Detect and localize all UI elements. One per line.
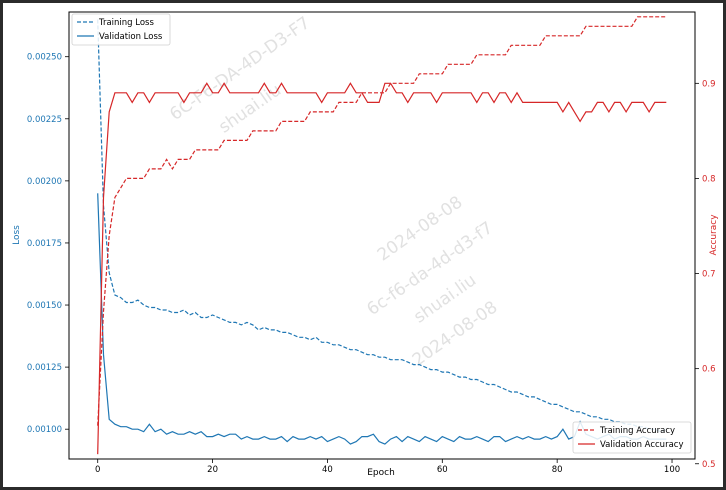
x-tick-label: 40: [322, 465, 333, 475]
legend-loss: Training Loss Validation Loss: [71, 13, 171, 46]
y-axis-right: 0.5 0.6 0.7 0.8 0.9: [695, 79, 716, 470]
y-axis-left-label: Loss: [12, 225, 22, 245]
x-axis-label: Epoch: [367, 468, 395, 478]
chart: 6C-F6-DA-4D-D3-F7shuai.liu2024-08-086c-f…: [12, 11, 719, 478]
y-left-tick-label: 0.00200: [27, 177, 62, 187]
plot-frame: [68, 11, 696, 460]
y-axis-left: 0.00100 0.00125 0.00150 0.00175 0.00200 0.002…: [27, 53, 69, 435]
training-loss-line: [97, 19, 667, 433]
x-tick-label: 80: [552, 465, 563, 475]
figure-canvas: 6C-F6-DA-4D-D3-F7 shuai.liu 2024-08-08 6c-f…: [3, 3, 723, 487]
y-axis-right-label: Accuracy: [709, 214, 719, 256]
validation-accuracy-line: [97, 82, 667, 455]
legend-accuracy: Training Accuracy Validation Accuracy: [572, 421, 692, 454]
legend-training-loss-label: Training Loss: [98, 18, 154, 28]
legend-validation-loss-label: Validation Loss: [99, 32, 163, 42]
x-tick-label: 60: [437, 465, 448, 475]
y-right-tick-label: 0.9: [702, 79, 716, 89]
y-left-tick-label: 0.00125: [27, 363, 62, 373]
legend-validation-accuracy-label: Validation Accuracy: [600, 440, 683, 450]
legend-training-accuracy-label: Training Accuracy: [599, 426, 675, 436]
y-left-tick-label: 0.00100: [27, 425, 62, 435]
y-right-tick-label: 0.8: [702, 174, 716, 184]
series-lines: [97, 16, 667, 455]
y-left-tick-label: 0.00175: [27, 239, 62, 249]
training-accuracy-line: [97, 16, 667, 426]
legend-loss-box: [71, 13, 171, 46]
x-tick-label: 0: [95, 465, 100, 475]
x-tick-label: 20: [207, 465, 218, 475]
x-axis: 0 20 40 60 80 100: [95, 459, 680, 475]
y-left-tick-label: 0.00150: [27, 301, 62, 311]
validation-loss-line: [97, 193, 667, 445]
y-right-tick-label: 0.7: [702, 270, 716, 280]
y-left-tick-label: 0.00225: [27, 115, 62, 125]
y-right-tick-label: 0.6: [702, 365, 716, 375]
x-tick-label: 100: [664, 465, 680, 475]
legend-accuracy-box: [572, 421, 692, 454]
y-left-tick-label: 0.00250: [27, 53, 62, 63]
y-right-tick-label: 0.5: [702, 460, 716, 470]
